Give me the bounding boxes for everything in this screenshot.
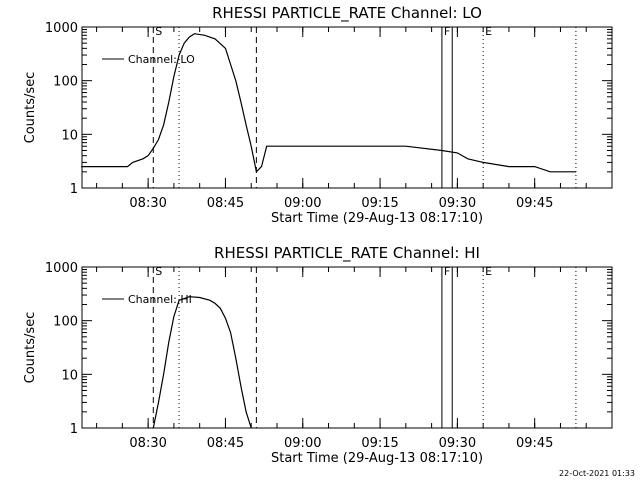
y-tick-label: 1 [70,422,78,437]
x-tick-label: 08:30 [129,196,166,211]
plot-frame [81,26,613,189]
legend-label: Channel: LO [128,53,195,66]
y-axis-label: Counts/sec [23,72,38,144]
marker-label: E [485,265,492,278]
series-line [81,33,576,174]
x-tick-label: 09:00 [284,436,321,451]
x-tick-label: 09:30 [439,436,476,451]
timestamp: 22-Oct-2021 01:33 [559,469,635,478]
marker-label: E [485,25,492,38]
plot-frame [81,266,613,429]
marker-label: S [155,25,162,38]
y-tick-label: 1 [70,182,78,197]
x-axis-label: Start Time (29-Aug-13 08:17:10) [271,451,483,466]
x-tick-label: 09:00 [284,196,321,211]
y-tick-label: 100 [53,75,78,90]
x-axis-label: Start Time (29-Aug-13 08:17:10) [271,211,483,226]
x-tick-label: 09:15 [361,436,398,451]
x-tick-label: 08:45 [207,196,244,211]
chart-panel-1 [81,26,613,189]
y-tick-label: 10 [61,128,78,143]
chart-panel-2 [81,266,613,429]
marker-label: F [444,25,450,38]
x-tick-label: 09:45 [516,196,553,211]
x-tick-label: 08:45 [207,436,244,451]
y-tick-label: 1000 [45,261,78,276]
x-tick-label: 09:15 [361,196,398,211]
x-tick-label: 09:45 [516,436,553,451]
chart-title: RHESSI PARTICLE_RATE Channel: HI [214,244,480,263]
y-tick-label: 1000 [45,21,78,36]
y-axis-label: Counts/sec [23,312,38,384]
marker-label: S [155,265,162,278]
legend-label: Channel: HI [128,293,192,306]
x-tick-label: 09:30 [439,196,476,211]
chart-title: RHESSI PARTICLE_RATE Channel: LO [212,4,482,23]
x-tick-label: 08:30 [129,436,166,451]
series-line [152,296,252,429]
marker-label: F [444,265,450,278]
y-tick-label: 10 [61,368,78,383]
y-tick-label: 100 [53,315,78,330]
